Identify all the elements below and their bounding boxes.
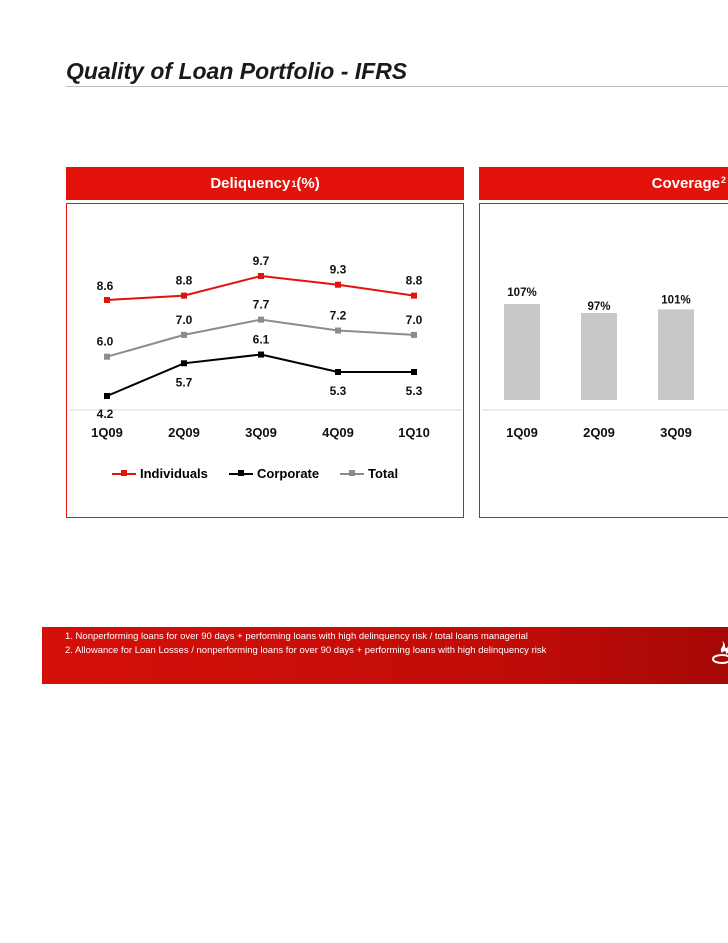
data-label-total-4q09: 7.2 (330, 309, 347, 323)
point-total-1q09 (104, 353, 110, 360)
footnote-1: 1. Nonperforming loans for over 90 days … (65, 631, 528, 642)
data-label-total-3q09: 7.7 (253, 298, 270, 312)
data-label-individuals-1q10: 8.8 (406, 274, 423, 288)
data-label-corporate-1q10: 5.3 (406, 384, 423, 398)
data-label-corporate-3q09: 6.1 (253, 333, 270, 347)
coverage-chart-title: Coverage (651, 175, 720, 192)
footnotes-band: 1. Nonperforming loans for over 90 days … (42, 627, 728, 684)
bar-label-3q09: 101% (661, 294, 690, 306)
bar-label-1q09: 107% (507, 287, 536, 299)
data-label-total-1q10: 7.0 (406, 313, 423, 327)
data-label-total-2q09: 7.0 (176, 313, 193, 327)
legend-label-individuals: Individuals (140, 466, 208, 481)
point-total-3q09 (258, 316, 264, 323)
data-label-individuals-1q09: 8.6 (97, 279, 114, 293)
delinquency-title-unit: (%) (296, 175, 320, 192)
delinquency-panel (66, 203, 464, 518)
point-individuals-3q09 (258, 273, 264, 279)
point-corporate-2q09 (181, 360, 187, 367)
point-total-2q09 (181, 331, 187, 338)
x-tick-label-4q09: 4Q09 (322, 425, 354, 440)
flame-logo-icon (712, 641, 728, 664)
coverage-title-footnote-mark: 2 (720, 175, 726, 185)
point-total-4q09 (335, 327, 341, 334)
point-corporate-3q09 (258, 351, 264, 358)
footnote-2: 2. Allowance for Loan Losses / nonperfor… (65, 645, 547, 656)
line-corporate (106, 353, 414, 397)
bar-label-2q09: 97% (587, 301, 610, 313)
title-divider (66, 86, 728, 87)
line-individuals (106, 274, 415, 301)
bar-2q09 (581, 312, 617, 400)
x-tick-label-3q09: 3Q09 (245, 425, 277, 440)
point-corporate-1q09 (104, 393, 110, 399)
delinquency-title-footnote-mark: 1 (291, 178, 297, 189)
data-label-individuals-4q09: 9.3 (330, 263, 347, 277)
point-corporate-4q09 (335, 369, 341, 375)
point-individuals-1q10 (411, 292, 417, 299)
data-label-individuals-2q09: 8.8 (176, 274, 193, 288)
bar-x-tick-label-1q09: 1Q09 (506, 425, 538, 440)
x-tick-label-1q09: 1Q09 (91, 425, 123, 440)
delinquency-chart-title: Deliquency (210, 175, 291, 192)
bar-1q09 (504, 304, 540, 400)
bar-x-tick-label-2q09: 2Q09 (583, 425, 615, 440)
data-label-corporate-4q09: 5.3 (330, 384, 347, 398)
point-individuals-2q09 (181, 292, 187, 299)
legend-item-corporate: Corporate (229, 466, 319, 481)
legend-label-total: Total (368, 466, 399, 481)
legend-item-individuals: Individuals (112, 466, 208, 481)
legend-label-corporate: Corporate (257, 466, 320, 481)
point-corporate-1q10 (411, 369, 417, 375)
bar-3q09 (658, 309, 694, 400)
legend-item-total: Total (340, 466, 398, 481)
data-label-corporate-1q09: 4.2 (97, 407, 114, 421)
point-individuals-1q09 (104, 297, 110, 303)
data-label-corporate-2q09: 5.7 (176, 375, 193, 389)
x-tick-label-2q09: 2Q09 (168, 425, 200, 440)
point-total-1q10 (411, 331, 417, 338)
data-label-individuals-3q09: 9.7 (253, 254, 270, 268)
page-title: Quality of Loan Portfolio - IFRS (66, 58, 408, 84)
bar-x-tick-label-3q09: 3Q09 (660, 425, 692, 440)
data-label-total-1q09: 6.0 (97, 335, 114, 349)
point-individuals-4q09 (335, 281, 341, 288)
x-tick-label-1q10: 1Q10 (398, 425, 430, 440)
coverage-panel-header: Coverage 2 (479, 167, 728, 200)
delinquency-panel-header: Deliquency 1 (%) (66, 167, 464, 200)
